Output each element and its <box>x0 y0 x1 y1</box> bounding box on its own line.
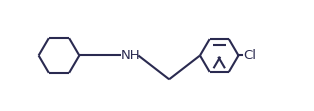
Text: NH: NH <box>121 49 140 62</box>
Text: Cl: Cl <box>243 49 256 62</box>
